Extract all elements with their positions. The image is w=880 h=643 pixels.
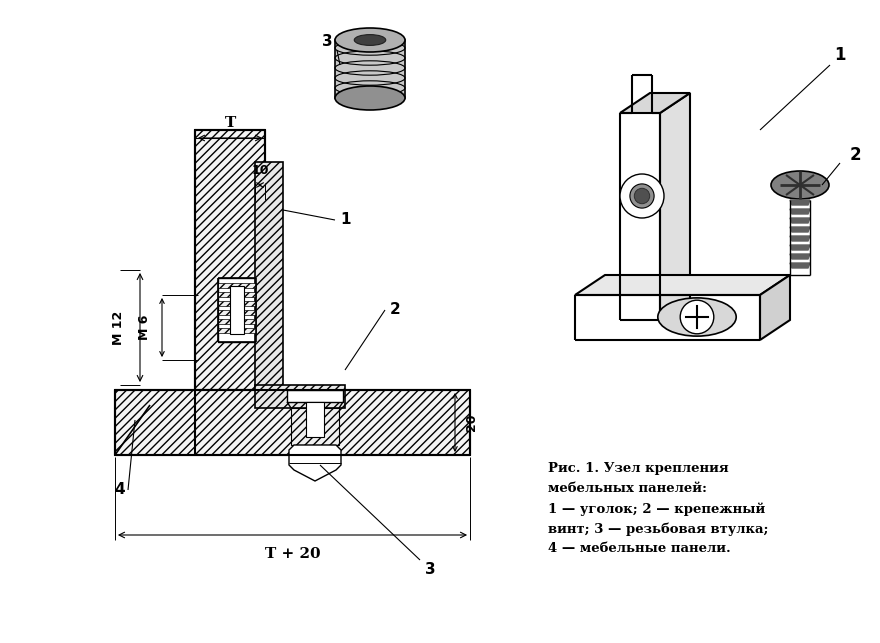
Text: T: T [224,116,236,130]
Polygon shape [660,93,690,320]
Ellipse shape [335,86,405,110]
Polygon shape [306,402,324,437]
Polygon shape [575,275,790,295]
Polygon shape [218,292,256,297]
Circle shape [680,300,714,334]
Text: М 12: М 12 [112,311,124,345]
Polygon shape [255,385,345,408]
Circle shape [630,184,654,208]
Polygon shape [255,162,283,390]
Polygon shape [218,283,256,288]
Polygon shape [287,390,343,402]
Polygon shape [790,200,810,205]
Polygon shape [230,286,244,334]
Text: винт; 3 — резьбовая втулка;: винт; 3 — резьбовая втулка; [548,522,768,536]
Polygon shape [790,227,810,232]
Text: 3: 3 [425,563,436,577]
Polygon shape [790,254,810,259]
Polygon shape [760,275,790,340]
Polygon shape [255,162,283,390]
Polygon shape [218,278,256,342]
Text: 4 — мебельные панели.: 4 — мебельные панели. [548,542,730,555]
Polygon shape [790,218,810,223]
Polygon shape [218,310,256,315]
Ellipse shape [771,171,829,199]
Polygon shape [195,130,265,390]
Polygon shape [218,319,256,324]
Polygon shape [790,209,810,214]
Text: мебельных панелей:: мебельных панелей: [548,482,707,495]
Text: 20: 20 [465,413,478,431]
Ellipse shape [335,28,405,52]
Text: 1: 1 [340,212,350,228]
Polygon shape [115,390,470,455]
Text: 2: 2 [390,302,400,318]
Polygon shape [218,301,256,306]
Ellipse shape [634,188,649,204]
Text: T + 20: T + 20 [265,547,320,561]
Text: 1: 1 [834,46,846,64]
Polygon shape [255,385,345,408]
Polygon shape [289,445,341,481]
Polygon shape [218,328,256,333]
Polygon shape [790,245,810,250]
Polygon shape [790,263,810,268]
Polygon shape [291,408,339,445]
Polygon shape [335,40,405,98]
Text: М 6: М 6 [137,315,150,340]
Polygon shape [620,93,690,113]
Text: Рис. 1. Узел крепления: Рис. 1. Узел крепления [548,462,729,475]
Ellipse shape [657,298,737,336]
Circle shape [620,174,664,218]
Polygon shape [790,236,810,241]
Polygon shape [291,390,339,445]
Text: 1 — уголок; 2 — крепежный: 1 — уголок; 2 — крепежный [548,502,766,516]
Text: 4: 4 [114,482,125,498]
Text: 10: 10 [252,164,268,177]
Text: 2: 2 [849,146,861,164]
Ellipse shape [355,35,385,46]
Text: 3: 3 [322,35,333,50]
